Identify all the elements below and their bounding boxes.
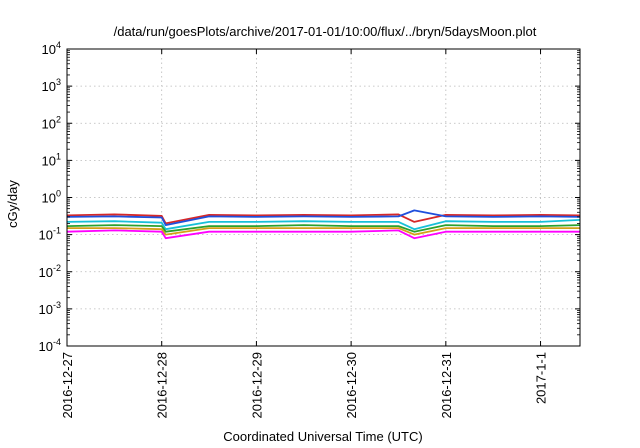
y-tick-exponent: 0 bbox=[56, 189, 61, 199]
x-tick-label: 2016-12-29 bbox=[249, 352, 264, 419]
y-tick-exponent: 1 bbox=[56, 151, 61, 161]
y-tick-exponent: 4 bbox=[56, 40, 61, 50]
y-tick-exponent: -4 bbox=[53, 337, 61, 347]
chart-title: /data/run/goesPlots/archive/2017-01-01/1… bbox=[114, 24, 537, 39]
y-tick-label: 103 bbox=[42, 77, 61, 94]
series-layer bbox=[66, 209, 581, 240]
grid bbox=[66, 49, 580, 346]
y-tick-label: 10-2 bbox=[39, 263, 61, 280]
x-tick-label: 2016-12-27 bbox=[60, 352, 75, 419]
x-axis: 2016-12-27 2016-12-28 2016-12-29 2016-12-30… bbox=[60, 49, 549, 419]
y-tick-label: 100 bbox=[42, 189, 61, 206]
y-tick-exponent: 3 bbox=[56, 77, 61, 87]
x-tick-label: 2016-12-31 bbox=[439, 352, 454, 419]
y-tick-label: 104 bbox=[42, 40, 61, 57]
series-line bbox=[67, 227, 580, 236]
y-tick-exponent: -1 bbox=[53, 226, 61, 236]
y-tick-label: 102 bbox=[42, 114, 61, 131]
x-axis-label: Coordinated Universal Time (UTC) bbox=[223, 429, 422, 444]
x-tick-label: 2017-1-1 bbox=[534, 352, 549, 404]
y-tick-label: 10-1 bbox=[39, 226, 61, 243]
y-tick-label: 10-3 bbox=[39, 300, 61, 317]
x-tick-label: 2016-12-28 bbox=[155, 352, 170, 419]
y-tick-exponent: 2 bbox=[56, 114, 61, 124]
y-tick-exponent: -2 bbox=[53, 263, 61, 273]
x-tick-label: 2016-12-30 bbox=[344, 352, 359, 419]
y-tick-label: 10-4 bbox=[39, 337, 61, 354]
y-tick-exponent: -3 bbox=[53, 300, 61, 310]
series-line bbox=[66, 209, 581, 227]
y-tick-label: 101 bbox=[42, 151, 61, 168]
series-line bbox=[66, 224, 581, 233]
series-line bbox=[66, 229, 580, 240]
series-line bbox=[66, 219, 581, 231]
y-axis-label: cGy/day bbox=[5, 180, 20, 228]
